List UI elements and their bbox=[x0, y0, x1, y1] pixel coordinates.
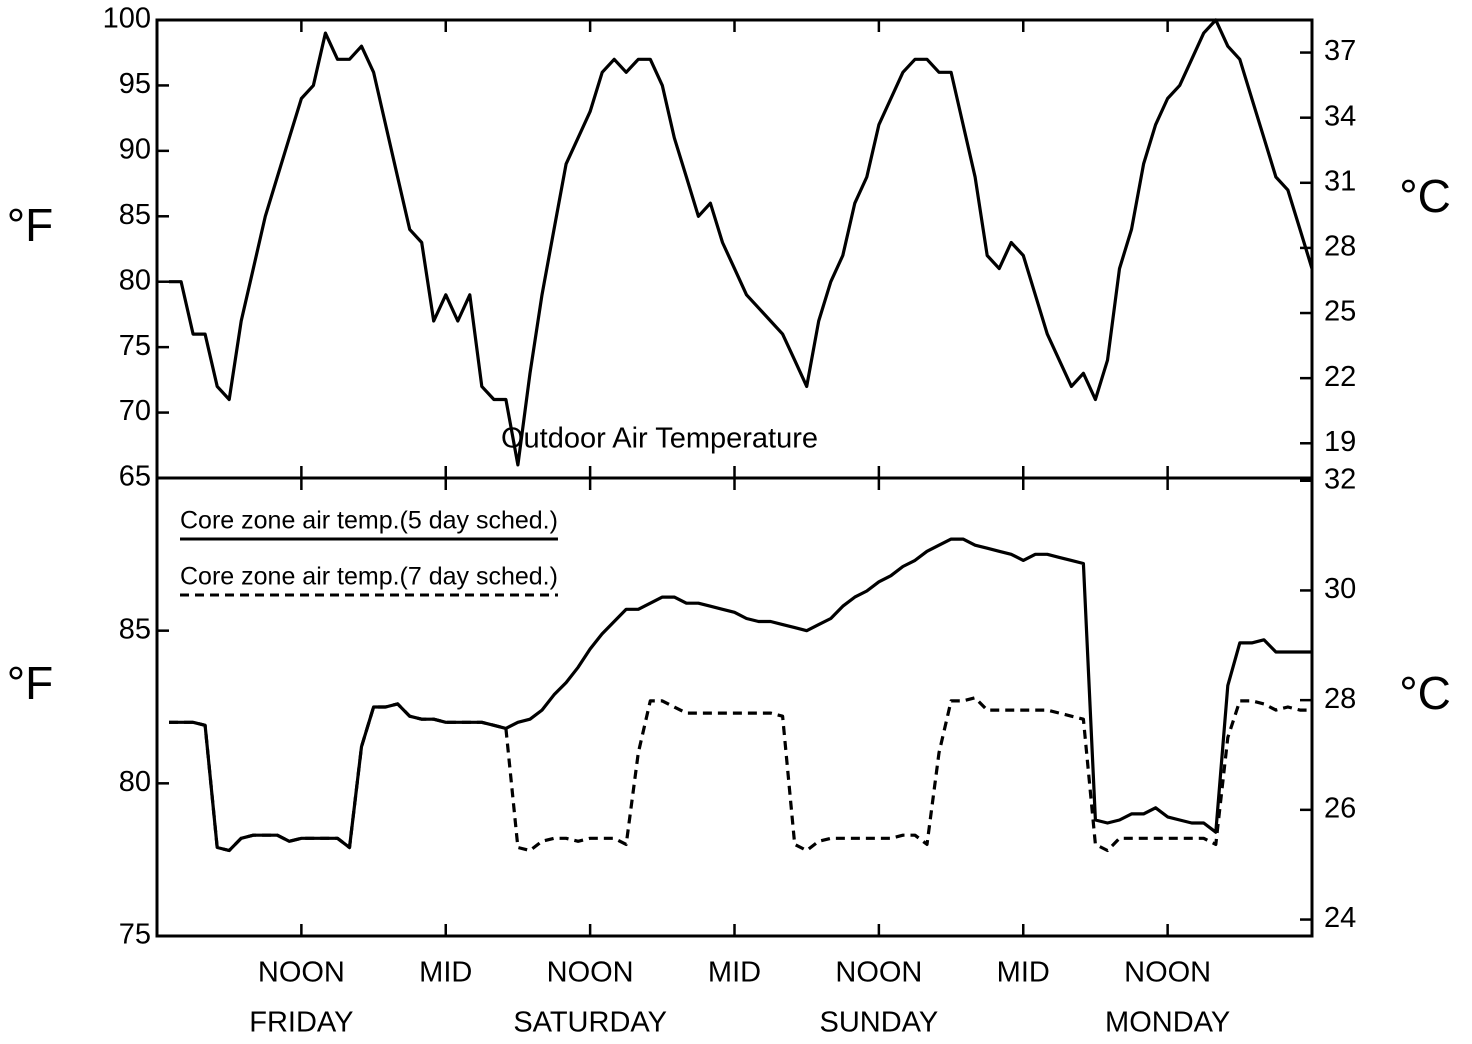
y-tick-label: 80 bbox=[119, 766, 151, 798]
y2-tick-label: 25 bbox=[1324, 296, 1356, 328]
x-tick-label: MID bbox=[997, 957, 1050, 989]
y-tick-label: 90 bbox=[119, 134, 151, 166]
x-tick-label: MID bbox=[419, 957, 472, 989]
y-tick-label: 70 bbox=[119, 395, 151, 427]
y2-tick-label: 22 bbox=[1324, 361, 1356, 393]
day-label: MONDAY bbox=[1105, 1007, 1230, 1039]
y-tick-label: 100 bbox=[103, 3, 151, 35]
y2-tick-label: 31 bbox=[1324, 165, 1356, 197]
day-label: SATURDAY bbox=[513, 1007, 667, 1039]
y-tick-label: 85 bbox=[119, 613, 151, 645]
x-tick-label: MID bbox=[708, 957, 761, 989]
day-label: FRIDAY bbox=[249, 1007, 353, 1039]
y2-tick-label: 19 bbox=[1324, 426, 1356, 458]
y2-tick-label: 26 bbox=[1324, 793, 1356, 825]
plot-frame bbox=[155, 476, 1314, 938]
y-tick-label: 95 bbox=[119, 68, 151, 100]
y-tick-label: 80 bbox=[119, 264, 151, 296]
y2-tick-label: 30 bbox=[1324, 573, 1356, 605]
y2-tick-label: 34 bbox=[1324, 100, 1356, 132]
y2-tick-label: 28 bbox=[1324, 683, 1356, 715]
y2-tick-label: 28 bbox=[1324, 231, 1356, 263]
y-tick-label: 75 bbox=[119, 330, 151, 362]
legend-label: Core zone air temp.(7 day sched.) bbox=[180, 563, 558, 591]
plot-frame bbox=[155, 18, 1314, 480]
data-line bbox=[169, 18, 1314, 467]
y2-tick-label: 24 bbox=[1324, 902, 1356, 934]
x-tick-label: NOON bbox=[547, 957, 634, 989]
y-axis-label: °F bbox=[7, 657, 54, 709]
y2-tick-label: 37 bbox=[1324, 35, 1356, 67]
y-tick-label: 85 bbox=[119, 199, 151, 231]
data-line bbox=[169, 696, 1312, 853]
series-annotation: Outdoor Air Temperature bbox=[501, 423, 818, 455]
x-tick-label: NOON bbox=[835, 957, 922, 989]
y2-axis-label: °C bbox=[1399, 170, 1451, 222]
x-tick-label: NOON bbox=[258, 957, 345, 989]
day-label: SUNDAY bbox=[820, 1007, 939, 1039]
data-line bbox=[169, 537, 1312, 853]
y-tick-label: 75 bbox=[119, 919, 151, 951]
y-axis-label: °F bbox=[7, 199, 54, 251]
y2-tick-label: 32 bbox=[1324, 463, 1356, 495]
y-tick-label: 65 bbox=[119, 461, 151, 493]
y2-axis-label: °C bbox=[1399, 667, 1451, 719]
x-tick-label: NOON bbox=[1124, 957, 1211, 989]
legend-label: Core zone air temp.(5 day sched.) bbox=[180, 507, 558, 535]
